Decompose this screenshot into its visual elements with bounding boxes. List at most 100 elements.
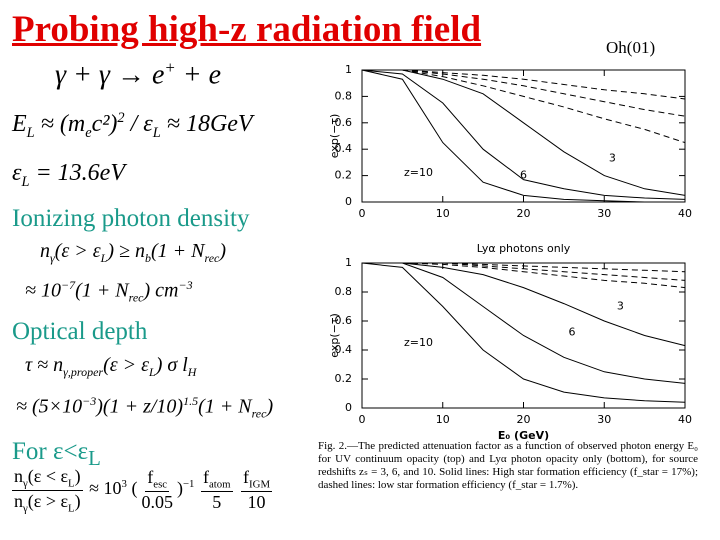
curve: [362, 262, 686, 384]
superscript: −1: [182, 478, 195, 491]
x-tick-label: 40: [678, 207, 692, 220]
formula-text: (ε < ε: [27, 466, 69, 486]
formula-text: = 13.6eV: [29, 160, 125, 186]
superscript: −3: [178, 278, 193, 292]
subscript: esc: [153, 478, 168, 491]
formula-text: ): [176, 478, 183, 499]
y-tick-label: 0.2: [335, 372, 353, 385]
superscript: +: [164, 58, 176, 77]
formula-text: (: [126, 478, 138, 499]
curve-label: 6: [520, 169, 527, 182]
formula-text: ≈ (m: [34, 111, 86, 137]
y-tick-label: 0.8: [335, 89, 353, 102]
figure-caption: Fig. 2.—The predicted attenuation factor…: [318, 440, 698, 491]
formula-text: (ε > ε: [54, 240, 101, 262]
formula-text: f: [147, 467, 154, 488]
formula-text: 10: [247, 491, 266, 512]
x-tick-label: 0: [359, 207, 366, 220]
curve-label: 6: [568, 326, 575, 339]
citation: Oh(01): [606, 38, 656, 57]
numerator: fatom: [200, 467, 233, 492]
curve: [361, 262, 686, 403]
curve-label: 3: [609, 151, 616, 164]
formula-text: n: [14, 466, 23, 486]
denominator: nγ(ε > εL): [12, 491, 83, 515]
formula-text: (1 + N: [150, 240, 205, 262]
y-tick-label: 0.6: [335, 116, 353, 129]
formula-text: ≈ 10: [25, 279, 61, 302]
condition: For ε<εL: [12, 438, 101, 471]
formula-text: ): [266, 395, 274, 418]
subscript: L: [149, 365, 156, 379]
numerator: nγ(ε < εL): [12, 466, 83, 491]
formula-text: )(1 + z/10): [96, 395, 184, 418]
y-tick-label: 0.8: [335, 285, 353, 298]
subscript: γ: [23, 502, 28, 515]
formula-text: / ε: [124, 111, 153, 137]
formula: εL = 13.6eV: [12, 160, 125, 191]
x-axis-label: E₀ (GeV): [498, 429, 549, 442]
formula-text: τ ≈ n: [25, 354, 64, 376]
formula-text: ) cm: [143, 279, 179, 302]
formula: ≈ 10−7(1 + Nrec) cm−3: [25, 278, 193, 306]
fraction: nγ(ε < εL) nγ(ε > εL): [12, 466, 83, 514]
x-tick-label: 30: [597, 413, 611, 426]
formula-text: ε: [12, 160, 22, 186]
formula-text: f: [243, 467, 250, 488]
formula: EL ≈ (mec²)2 / εL ≈ 18GeV: [12, 110, 253, 142]
y-axis-label: exp(−τ): [328, 313, 341, 358]
subscript: rec: [251, 406, 267, 421]
formula: τ ≈ nγ,proper(ε > εL) σ lH: [25, 354, 196, 380]
subscript: H: [187, 365, 197, 379]
plot-frame: [361, 69, 686, 203]
x-tick-label: 30: [597, 207, 611, 220]
subscript: b: [144, 251, 151, 265]
formula-text: ): [74, 490, 81, 511]
subscript: atom: [208, 478, 231, 491]
y-tick-label: 1: [345, 63, 352, 76]
subscript: L: [21, 173, 30, 190]
y-tick-label: 1: [345, 256, 352, 269]
subscript: L: [100, 251, 108, 265]
superscript: 3: [121, 478, 127, 491]
superscript: 1.5: [183, 394, 199, 408]
subscript: L: [88, 446, 101, 470]
x-tick-label: 40: [678, 413, 692, 426]
chart-title: Lyα photons only: [477, 242, 571, 255]
y-tick-label: 0: [345, 401, 352, 414]
formula-text: (ε > ε: [27, 490, 69, 511]
subscript: L: [26, 124, 35, 141]
formula-text: ) ≥ n: [107, 240, 145, 262]
formula-text: ≈ 18GeV: [160, 111, 253, 137]
subscript: rec: [128, 290, 144, 305]
x-tick-label: 0: [359, 413, 366, 426]
subscript: e: [85, 124, 92, 141]
formula-text: ≈ 10: [84, 478, 122, 499]
formula-text: 5: [212, 491, 222, 512]
formula-text: [235, 478, 240, 498]
formula: ≈ (5×10−3)(1 + z/10)1.5(1 + Nrec): [16, 394, 273, 422]
formula: γ + γ → e+ + e: [55, 58, 221, 91]
formula-text: f: [202, 467, 209, 488]
formula: nγ(ε < εL) nγ(ε > εL) ≈ 103 (fesc 0.05)−1 …: [10, 466, 274, 514]
fraction: fatom 5: [200, 467, 233, 513]
formula-text: ): [74, 466, 81, 486]
curve-label: z=10: [404, 166, 433, 179]
formula-text: 0.05: [141, 491, 173, 512]
curve: [361, 69, 686, 200]
x-tick-label: 10: [436, 207, 450, 220]
formula-text: ≈ (5×10: [16, 395, 83, 418]
formula-text: + e: [175, 59, 222, 91]
curve: [361, 69, 685, 203]
superscript: −7: [60, 278, 76, 292]
curve: [362, 69, 686, 144]
denominator: 10: [246, 492, 268, 513]
formula-text: [194, 478, 199, 498]
formula-text: For ε<ε: [12, 438, 89, 465]
curve: [362, 262, 686, 289]
y-axis-label: exp(−τ): [328, 114, 341, 159]
denominator: 0.05: [139, 492, 175, 513]
formula-text: E: [12, 111, 27, 137]
curve: [362, 69, 686, 100]
